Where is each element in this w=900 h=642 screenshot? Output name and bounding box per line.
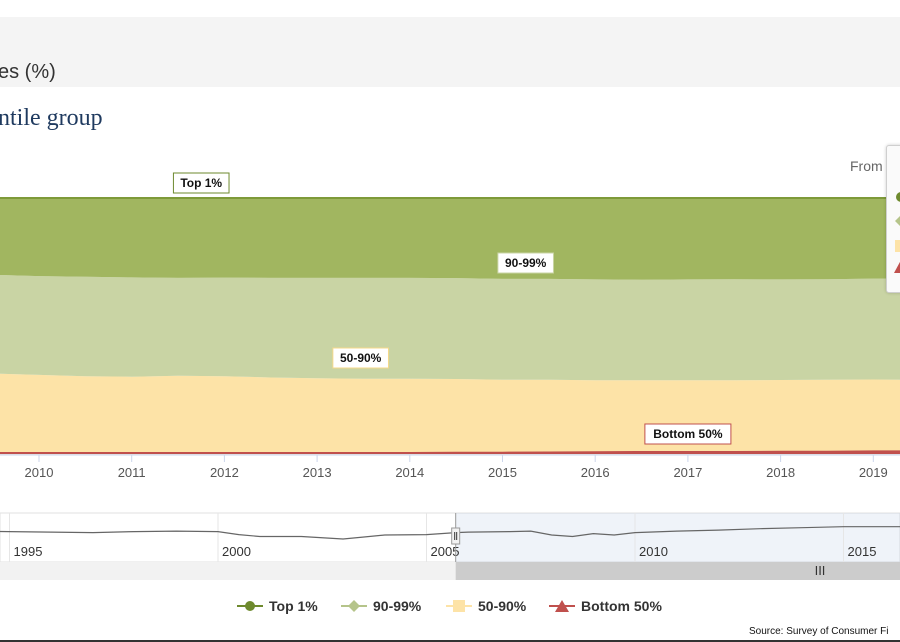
area-50-90[interactable] [0, 373, 900, 453]
area-90-99[interactable] [0, 275, 900, 381]
chart-svg: 2010 2011 2012 2013 2014 2015 2016 2017 2018 2019… [0, 172, 900, 580]
date-range-from-label: From [850, 158, 883, 174]
source-divider [0, 640, 900, 642]
svg-text:50-90%: 50-90% [340, 351, 382, 365]
legend-90-99-marker [341, 600, 367, 612]
legend-item-top1[interactable]: Top 1% [237, 598, 318, 614]
x-tick-label: 2013 [303, 465, 332, 480]
data-label-bottom50: Bottom 50% [644, 423, 732, 445]
navigator-window[interactable] [455, 513, 900, 562]
x-tick-label: 2015 [488, 465, 517, 480]
navigator-scrollbar-grip: III [815, 563, 826, 578]
legend-bottom50-marker [549, 600, 575, 612]
legend-tooltip-panel [886, 145, 900, 293]
x-tick-label: 2016 [581, 465, 610, 480]
svg-text:Top 1%: Top 1% [180, 176, 222, 190]
tooltip-50-90-marker [895, 240, 900, 252]
legend-bottom50-label: Bottom 50% [581, 598, 662, 614]
navigator-tick-label: 2015 [848, 544, 877, 559]
svg-text:90-99%: 90-99% [505, 256, 547, 270]
legend-top1-label: Top 1% [269, 598, 318, 614]
x-tick-label: 2017 [673, 465, 702, 480]
legend-50-90-label: 50-90% [478, 598, 527, 614]
tooltip-90-99-marker [895, 216, 900, 226]
legend-item-50-90[interactable]: 50-90% [446, 598, 526, 614]
page-header-title: es (%) [0, 61, 56, 83]
data-label-90-99: 90-99% [497, 252, 554, 274]
legend-50-90-marker [446, 600, 472, 612]
svg-text:Bottom 50%: Bottom 50% [653, 427, 723, 441]
data-label-top1: Top 1% [172, 172, 230, 194]
x-tick-label: 2011 [118, 465, 146, 480]
navigator-tick-label: 2000 [222, 544, 251, 559]
legend-item-bottom50[interactable]: Bottom 50% [549, 598, 662, 614]
x-tick-label: 2014 [395, 465, 424, 480]
page-header: es (%) [0, 17, 900, 87]
navigator-tick-label: 2010 [639, 544, 668, 559]
legend-90-99-label: 90-99% [373, 598, 422, 614]
source-note: Source: Survey of Consumer Fi [749, 626, 889, 637]
tooltip-bottom50-marker [894, 261, 900, 273]
data-label-50-90: 50-90% [332, 347, 389, 369]
navigator-scrollbar-thumb[interactable] [455, 562, 900, 580]
x-axis: 2010 2011 2012 2013 2014 2015 2016 2017 2018 2019 [0, 454, 900, 480]
line-bottom50 [0, 450, 900, 454]
navigator-tick-label: 1995 [14, 544, 43, 559]
navigator[interactable]: 1995 2000 2005 2010 2015 III [0, 512, 900, 580]
chart-legend: Top 1% 90-99% 50-90% Bottom 50% [0, 598, 900, 622]
x-tick-label: 2012 [210, 465, 239, 480]
navigator-tick-label: 2005 [431, 544, 460, 559]
legend-top1-marker [237, 601, 263, 611]
tooltip-top1-marker [896, 192, 900, 202]
chart-areas[interactable] [0, 197, 900, 454]
legend-item-90-99[interactable]: 90-99% [341, 598, 421, 614]
navigator-left-handle[interactable] [451, 527, 461, 545]
area-top1[interactable] [0, 198, 900, 280]
x-tick-label: 2019 [859, 465, 888, 480]
chart-title: ntile group [0, 105, 103, 131]
x-tick-label: 2018 [766, 465, 795, 480]
navigator-background [0, 512, 900, 563]
x-tick-label: 2010 [25, 465, 54, 480]
series-labels: Top 1% 90-99% 50-90% Bottom 50% [172, 172, 732, 445]
